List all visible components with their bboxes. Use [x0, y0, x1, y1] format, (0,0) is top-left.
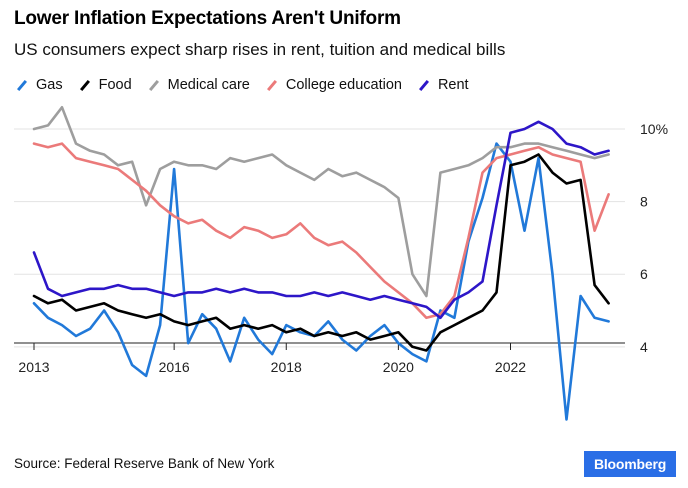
x-tick-label: 2013 — [18, 359, 49, 375]
bloomberg-logo: Bloomberg — [584, 451, 676, 477]
x-tick-label: 2022 — [495, 359, 526, 375]
series-line-medical-care — [32, 106, 610, 298]
legend-label-gas: Gas — [36, 77, 63, 93]
source-note: Source: Federal Reserve Bank of New York — [14, 456, 275, 471]
series-line-college-education — [32, 142, 610, 320]
y-tick-label: 4 — [640, 339, 648, 355]
legend-label-rent: Rent — [437, 77, 469, 93]
legend-item-medical-care: Medical care — [146, 77, 250, 93]
legend: Gas Food Medical care College education … — [14, 77, 483, 93]
legend-item-college-education: College education — [264, 77, 402, 93]
series-line-rent — [32, 120, 610, 320]
x-tick-label: 2020 — [383, 359, 414, 375]
axis-layer — [14, 342, 625, 350]
legend-label-food: Food — [98, 77, 132, 93]
chart-subtitle: US consumers expect sharp rises in rent,… — [14, 40, 506, 59]
y-tick-label: 6 — [640, 266, 648, 282]
legend-label-college-education: College education — [285, 77, 402, 93]
series-line-gas — [32, 142, 610, 421]
label-layer: 4 6 8 10% 2013 2016 2018 2020 2022 — [18, 121, 668, 375]
series-line-food — [32, 153, 610, 352]
chart-title: Lower Inflation Expectations Aren't Unif… — [14, 8, 401, 29]
x-tick-label: 2018 — [271, 359, 302, 375]
y-tick-label: 10% — [640, 121, 668, 137]
y-tick-label: 8 — [640, 194, 648, 210]
legend-item-gas: Gas — [14, 77, 63, 93]
legend-item-rent: Rent — [416, 77, 469, 93]
legend-item-food: Food — [77, 77, 132, 93]
legend-label-medical-care: Medical care — [167, 77, 250, 93]
x-tick-label: 2016 — [159, 359, 190, 375]
series-layer — [32, 106, 610, 421]
